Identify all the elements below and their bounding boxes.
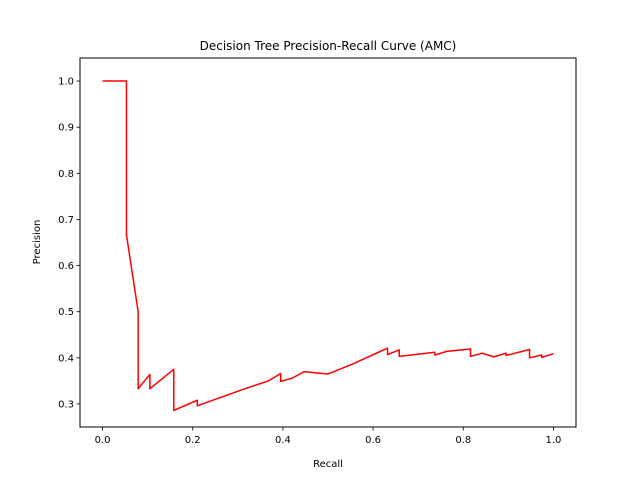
y-tick-label: 0.3 — [58, 399, 74, 410]
y-tick-label: 0.4 — [58, 353, 74, 364]
x-tick-label: 0.2 — [185, 435, 201, 446]
y-tick-label: 0.6 — [58, 261, 74, 272]
y-axis-label: Precision — [32, 220, 43, 265]
series-layer — [102, 80, 554, 412]
plot-area — [79, 57, 577, 428]
y-tick-label: 0.7 — [58, 215, 74, 226]
x-axis: 0.0 0.2 0.4 0.6 0.8 1.0 — [95, 427, 562, 446]
pr-curve-line — [102, 80, 554, 412]
x-tick-label: 0.8 — [455, 435, 471, 446]
y-axis: 0.3 0.4 0.5 0.6 0.7 0.8 0.9 1.0 — [58, 77, 80, 410]
axes-frame — [79, 57, 577, 428]
x-tick-label: 0.4 — [275, 435, 291, 446]
chart-title: Decision Tree Precision-Recall Curve (AM… — [200, 39, 457, 53]
x-tick-label: 0.6 — [365, 435, 381, 446]
y-tick-label: 0.5 — [58, 307, 74, 318]
y-tick-label: 0.8 — [58, 169, 74, 180]
x-axis-label: Recall — [313, 459, 343, 470]
y-tick-label: 0.9 — [58, 123, 74, 134]
y-tick-label: 1.0 — [58, 77, 74, 88]
x-tick-label: 0.0 — [95, 435, 111, 446]
x-tick-label: 1.0 — [546, 435, 562, 446]
